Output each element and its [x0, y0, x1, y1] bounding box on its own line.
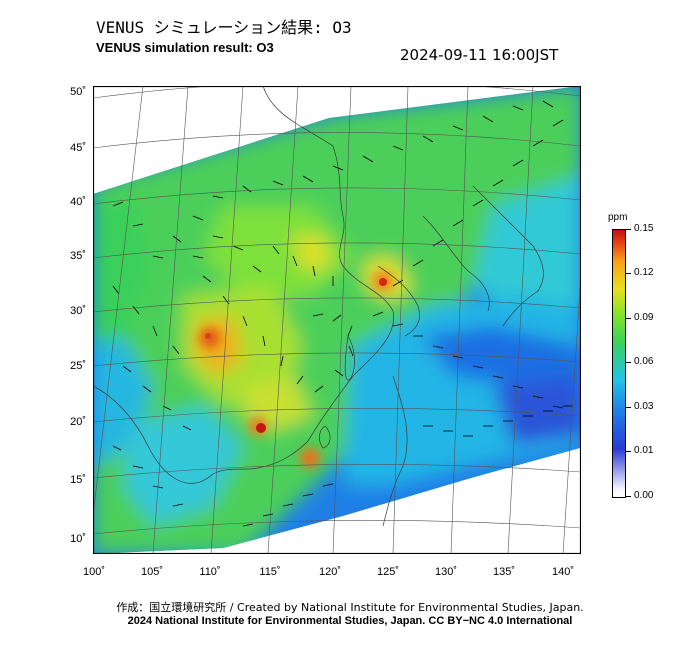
lon-label: 105˚ [140, 566, 164, 578]
page-title: VENUS シミュレーション結果: O3 [96, 18, 352, 37]
page-subtitle: VENUS simulation result: O3 [96, 40, 274, 55]
lat-label: 50˚ [70, 86, 86, 98]
lat-label: 20˚ [70, 416, 86, 428]
lon-label: 120˚ [318, 566, 342, 578]
legend-tick-label: 0.03 [634, 401, 654, 412]
timestamp: 2024-09-11 16:00JST [400, 46, 559, 64]
legend-tick-label: 0.00 [634, 490, 654, 501]
legend-tick-label: 0.06 [634, 356, 654, 367]
lon-label: 115˚ [259, 566, 281, 578]
lat-label: 25˚ [70, 360, 86, 372]
legend-tick-label: 0.12 [634, 267, 654, 278]
lat-label: 10˚ [70, 533, 86, 545]
lon-label: 125˚ [376, 566, 400, 578]
lat-label: 30˚ [70, 305, 86, 317]
lon-label: 100˚ [82, 566, 106, 578]
lat-label: 15˚ [70, 474, 86, 486]
graticule [93, 86, 581, 554]
legend-unit: ppm [608, 212, 628, 223]
lat-label: 35˚ [70, 250, 86, 262]
credit-jp: 作成：国立環境研究所 / Created by National Institu… [116, 601, 584, 614]
colorbar [612, 229, 626, 498]
coastlines [93, 86, 544, 527]
lon-label: 140˚ [551, 566, 575, 578]
lon-label: 130˚ [434, 566, 458, 578]
credit-en: 2024 National Institute for Environmenta… [127, 615, 573, 627]
lon-label: 135˚ [492, 566, 516, 578]
legend-tick-label: 0.15 [634, 223, 654, 234]
ozone-field [93, 86, 580, 554]
ozone-map [93, 86, 581, 554]
legend-tick-label: 0.01 [634, 445, 654, 456]
legend-tick-label: 0.09 [634, 312, 654, 323]
lon-label: 110˚ [199, 566, 221, 578]
map-canvas [93, 86, 581, 554]
lat-label: 40˚ [70, 196, 86, 208]
lat-label: 45˚ [70, 142, 86, 154]
